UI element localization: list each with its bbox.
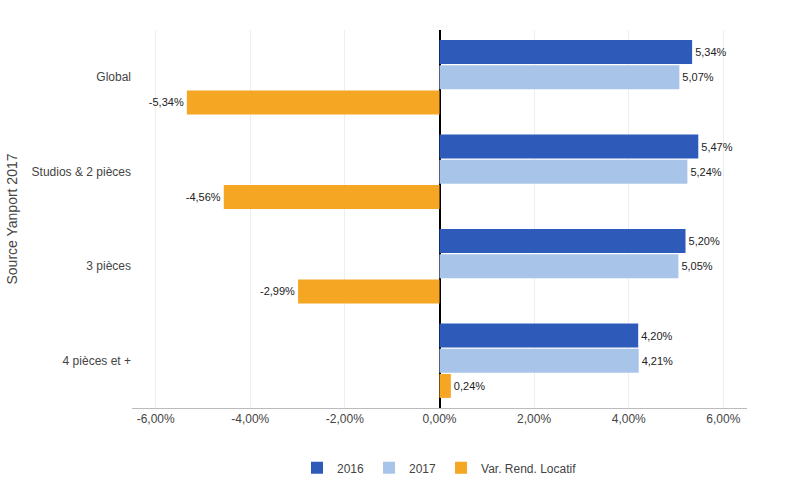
svg-text:2,00%: 2,00% (517, 412, 551, 426)
svg-text:4 pièces et +: 4 pièces et + (63, 354, 131, 368)
svg-text:5,24%: 5,24% (690, 166, 721, 178)
svg-text:5,20%: 5,20% (689, 235, 720, 247)
svg-text:0,00%: 0,00% (422, 412, 456, 426)
svg-text:4,21%: 4,21% (642, 355, 673, 367)
svg-text:Source Yanport 2017: Source Yanport 2017 (4, 153, 20, 284)
svg-text:2016: 2016 (337, 462, 364, 476)
svg-text:Global: Global (96, 70, 131, 84)
svg-text:-4,00%: -4,00% (231, 412, 269, 426)
svg-text:3 pièces: 3 pièces (86, 259, 131, 273)
svg-text:-2,99%: -2,99% (260, 285, 295, 297)
svg-text:Studios & 2 pièces: Studios & 2 pièces (32, 165, 131, 179)
svg-text:-5,34%: -5,34% (149, 96, 184, 108)
svg-text:0,24%: 0,24% (454, 380, 485, 392)
svg-text:-6,00%: -6,00% (137, 412, 175, 426)
svg-text:5,07%: 5,07% (682, 71, 713, 83)
svg-text:5,47%: 5,47% (701, 141, 732, 153)
svg-text:-4,56%: -4,56% (186, 191, 221, 203)
svg-text:4,20%: 4,20% (641, 330, 672, 342)
svg-text:4,00%: 4,00% (612, 412, 646, 426)
svg-text:5,05%: 5,05% (681, 260, 712, 272)
svg-text:2017: 2017 (409, 462, 436, 476)
svg-text:6,00%: 6,00% (706, 412, 740, 426)
svg-text:-2,00%: -2,00% (326, 412, 364, 426)
svg-text:Var. Rend. Locatif: Var. Rend. Locatif (481, 462, 576, 476)
svg-text:5,34%: 5,34% (695, 46, 726, 58)
